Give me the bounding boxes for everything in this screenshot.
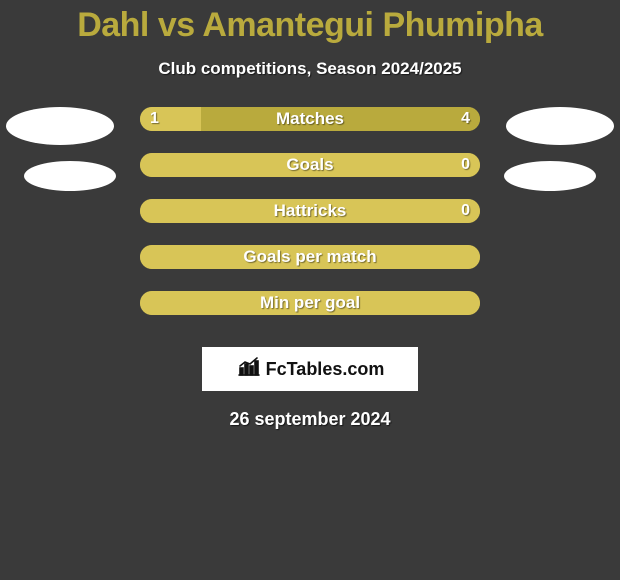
stat-bar-left-fill <box>140 291 480 315</box>
stat-row: Goals per match <box>0 245 620 291</box>
page-title: Dahl vs Amantegui Phumipha <box>0 0 620 45</box>
stat-bar-right-fill <box>201 107 480 131</box>
brand-text: FcTables.com <box>266 359 385 380</box>
stat-bar <box>140 291 480 315</box>
stat-bar-left-fill <box>140 107 201 131</box>
brand-box: FcTables.com <box>202 347 418 391</box>
brand-logo-icon <box>236 356 262 383</box>
subtitle: Club competitions, Season 2024/2025 <box>0 59 620 79</box>
stat-bar <box>140 153 480 177</box>
comparison-stage: Matches14Goals0Hattricks0Goals per match… <box>0 107 620 337</box>
stat-row: Hattricks0 <box>0 199 620 245</box>
stat-bar <box>140 245 480 269</box>
stat-bar <box>140 199 480 223</box>
stat-bar <box>140 107 480 131</box>
stat-row: Matches14 <box>0 107 620 153</box>
stat-bar-left-fill <box>140 153 480 177</box>
bar-rows: Matches14Goals0Hattricks0Goals per match… <box>0 107 620 337</box>
stat-row: Goals0 <box>0 153 620 199</box>
stat-bar-left-fill <box>140 245 480 269</box>
date-text: 26 september 2024 <box>0 409 620 430</box>
stat-row: Min per goal <box>0 291 620 337</box>
stat-bar-left-fill <box>140 199 480 223</box>
